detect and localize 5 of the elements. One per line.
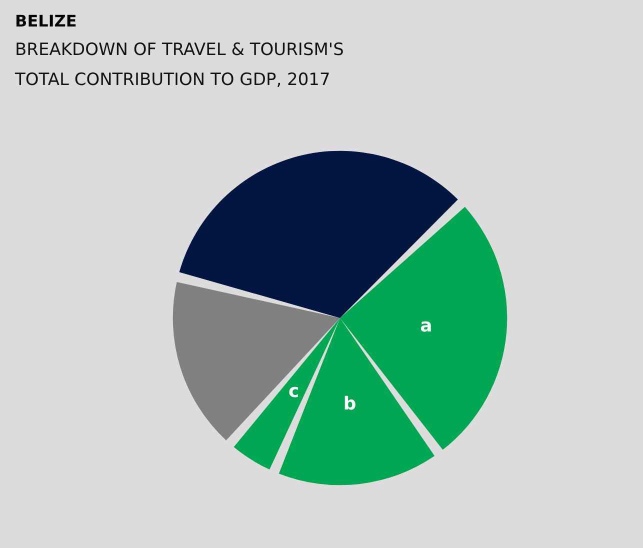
slice-label: c — [288, 380, 300, 402]
chart-title: BELIZE — [15, 12, 77, 30]
chart-subtitle: BREAKDOWN OF TRAVEL & TOURISM'S TOTAL CONTRIBUTION TO GDP, 2017 — [14, 40, 350, 90]
slice-label: b — [343, 394, 356, 415]
slice-label: a — [420, 315, 432, 336]
